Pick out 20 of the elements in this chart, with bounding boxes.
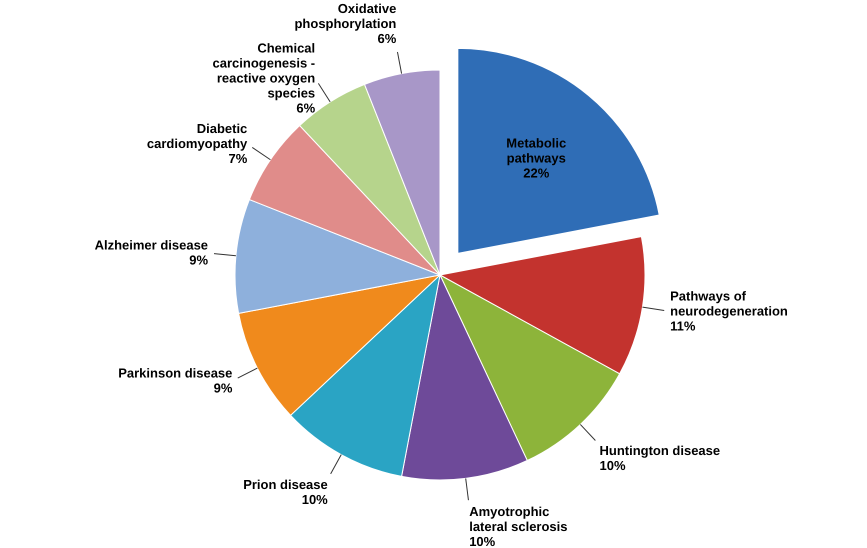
slice-label: Chemical carcinogenesis - reactive oxygen species xyxy=(212,40,316,100)
data-label: 6% xyxy=(296,100,316,116)
slice-label: Diabetic cardiomyopathy xyxy=(146,121,248,152)
data-label: 7% xyxy=(228,151,248,166)
slice-label: Pathways of neurodegeneration xyxy=(670,288,788,318)
data-label: 22% xyxy=(523,166,550,181)
slice-label: Oxidative phosphorylation xyxy=(294,1,396,32)
data-label: 10% xyxy=(469,534,496,548)
data-label: 10% xyxy=(302,492,328,508)
slice-label: Alzheimer disease xyxy=(94,238,208,253)
data-label: 11% xyxy=(670,318,696,334)
slice-label: Metabolic pathways xyxy=(506,136,566,166)
data-label: 10% xyxy=(600,458,626,473)
slice-label: Parkinson disease xyxy=(118,365,232,380)
slice-label: Amyotrophic lateral sclerosis xyxy=(469,504,568,534)
data-label: 9% xyxy=(214,380,233,396)
slice-label: Huntington disease xyxy=(600,442,720,458)
data-label: 6% xyxy=(378,31,397,46)
data-label: 9% xyxy=(189,252,208,268)
slice-label: Prion disease xyxy=(243,477,328,492)
